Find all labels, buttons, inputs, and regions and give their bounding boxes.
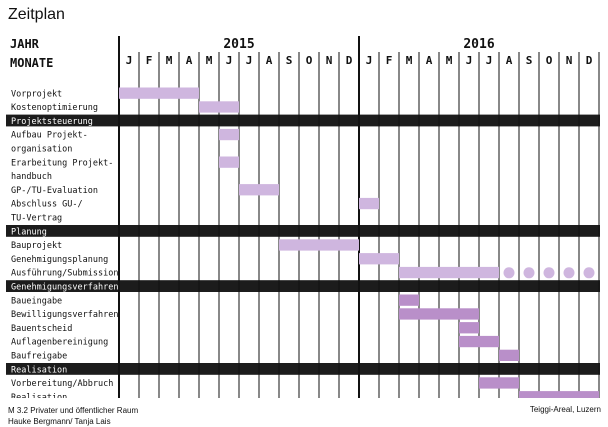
milestone-dot	[583, 267, 595, 279]
footer-left: M 3.2 Privater und öffentlicher Raum Hau…	[8, 405, 138, 427]
month-label: S	[286, 54, 293, 67]
section-label: Planung	[11, 227, 47, 237]
task-label: Aufbau Projekt-	[11, 131, 88, 141]
task-label: GP-/TU-Evaluation	[11, 186, 98, 196]
month-label: J	[366, 54, 373, 67]
section-band	[6, 363, 600, 375]
task-bar	[219, 156, 239, 168]
month-label: D	[586, 54, 593, 67]
task-bar	[399, 266, 499, 279]
section-label: Realisation	[11, 365, 67, 375]
month-label: M	[406, 54, 413, 67]
section-label: Projektsteuerung	[11, 117, 93, 127]
month-label: J	[226, 54, 233, 67]
task-bar	[459, 322, 479, 334]
year-header-label: JAHR	[10, 37, 40, 51]
task-bar	[219, 128, 239, 141]
month-label: A	[266, 54, 273, 67]
task-label: Bauentscheid	[11, 324, 72, 334]
task-bar	[519, 391, 599, 400]
task-bar	[399, 308, 479, 320]
footer-authors: Hauke Bergmann/ Tanja Lais	[8, 417, 111, 426]
month-label: N	[566, 54, 573, 67]
task-label: Genehmigungsplanung	[11, 255, 108, 265]
month-label: J	[486, 54, 493, 67]
task-label: TU-Vertrag	[11, 214, 62, 224]
month-label: F	[146, 54, 153, 67]
month-label: N	[326, 54, 333, 67]
month-label: O	[306, 54, 313, 67]
month-label: M	[166, 54, 173, 67]
month-header-label: MONATE	[10, 56, 53, 70]
task-bar	[459, 335, 499, 348]
page-title: Zeitplan	[8, 6, 65, 23]
task-bar	[279, 239, 359, 251]
task-label: Bauprojekt	[11, 241, 62, 251]
task-label: Baufreigabe	[11, 352, 67, 362]
task-label: handbuch	[11, 172, 52, 182]
month-label: A	[506, 54, 513, 67]
chart-clip-cover	[0, 398, 608, 400]
section-band	[6, 225, 600, 237]
milestone-dot	[523, 267, 535, 279]
month-label: D	[346, 54, 353, 67]
year-label: 2016	[463, 37, 494, 52]
task-bar	[499, 349, 519, 361]
milestone-dot	[563, 267, 575, 279]
year-label: 2015	[223, 37, 254, 52]
month-label: A	[426, 54, 433, 67]
month-label: M	[206, 54, 213, 67]
task-label: organisation	[11, 145, 72, 155]
month-label: J	[246, 54, 253, 67]
task-label: Realisation	[11, 393, 67, 400]
task-bar	[359, 253, 399, 265]
footer-location: Teiggi-Areal, Luzern	[529, 405, 601, 414]
task-label: Auflagenbereinigung	[11, 338, 108, 348]
milestone-dot	[543, 267, 555, 279]
task-label: Erarbeitung Projekt-	[11, 158, 113, 168]
task-label: Bewilligungsverfahren	[11, 310, 118, 320]
task-bar	[479, 377, 519, 389]
task-label: Abschluss GU-/	[11, 200, 83, 210]
task-bar	[399, 294, 419, 306]
task-label: Ausführung/Submission	[11, 269, 118, 279]
task-label: Vorbereitung/Abbruch	[11, 379, 113, 389]
month-label: O	[546, 54, 553, 67]
task-bar	[119, 87, 199, 99]
month-label: J	[466, 54, 473, 67]
section-band	[6, 280, 600, 292]
month-label: F	[386, 54, 393, 67]
month-label: A	[186, 54, 193, 67]
month-label: M	[446, 54, 453, 67]
month-label: S	[526, 54, 533, 67]
task-bar	[359, 197, 379, 210]
task-label: Vorprojekt	[11, 89, 62, 99]
task-bar	[199, 101, 239, 113]
footer-course: M 3.2 Privater und öffentlicher Raum	[8, 406, 139, 415]
section-band	[6, 114, 600, 127]
milestone-dot	[503, 267, 515, 279]
section-label: Genehmigungsverfahren	[11, 283, 118, 293]
task-bar	[239, 184, 279, 196]
month-label: J	[126, 54, 133, 67]
task-label: Kostenoptimierung	[11, 103, 98, 113]
task-label: Baueingabe	[11, 296, 62, 306]
